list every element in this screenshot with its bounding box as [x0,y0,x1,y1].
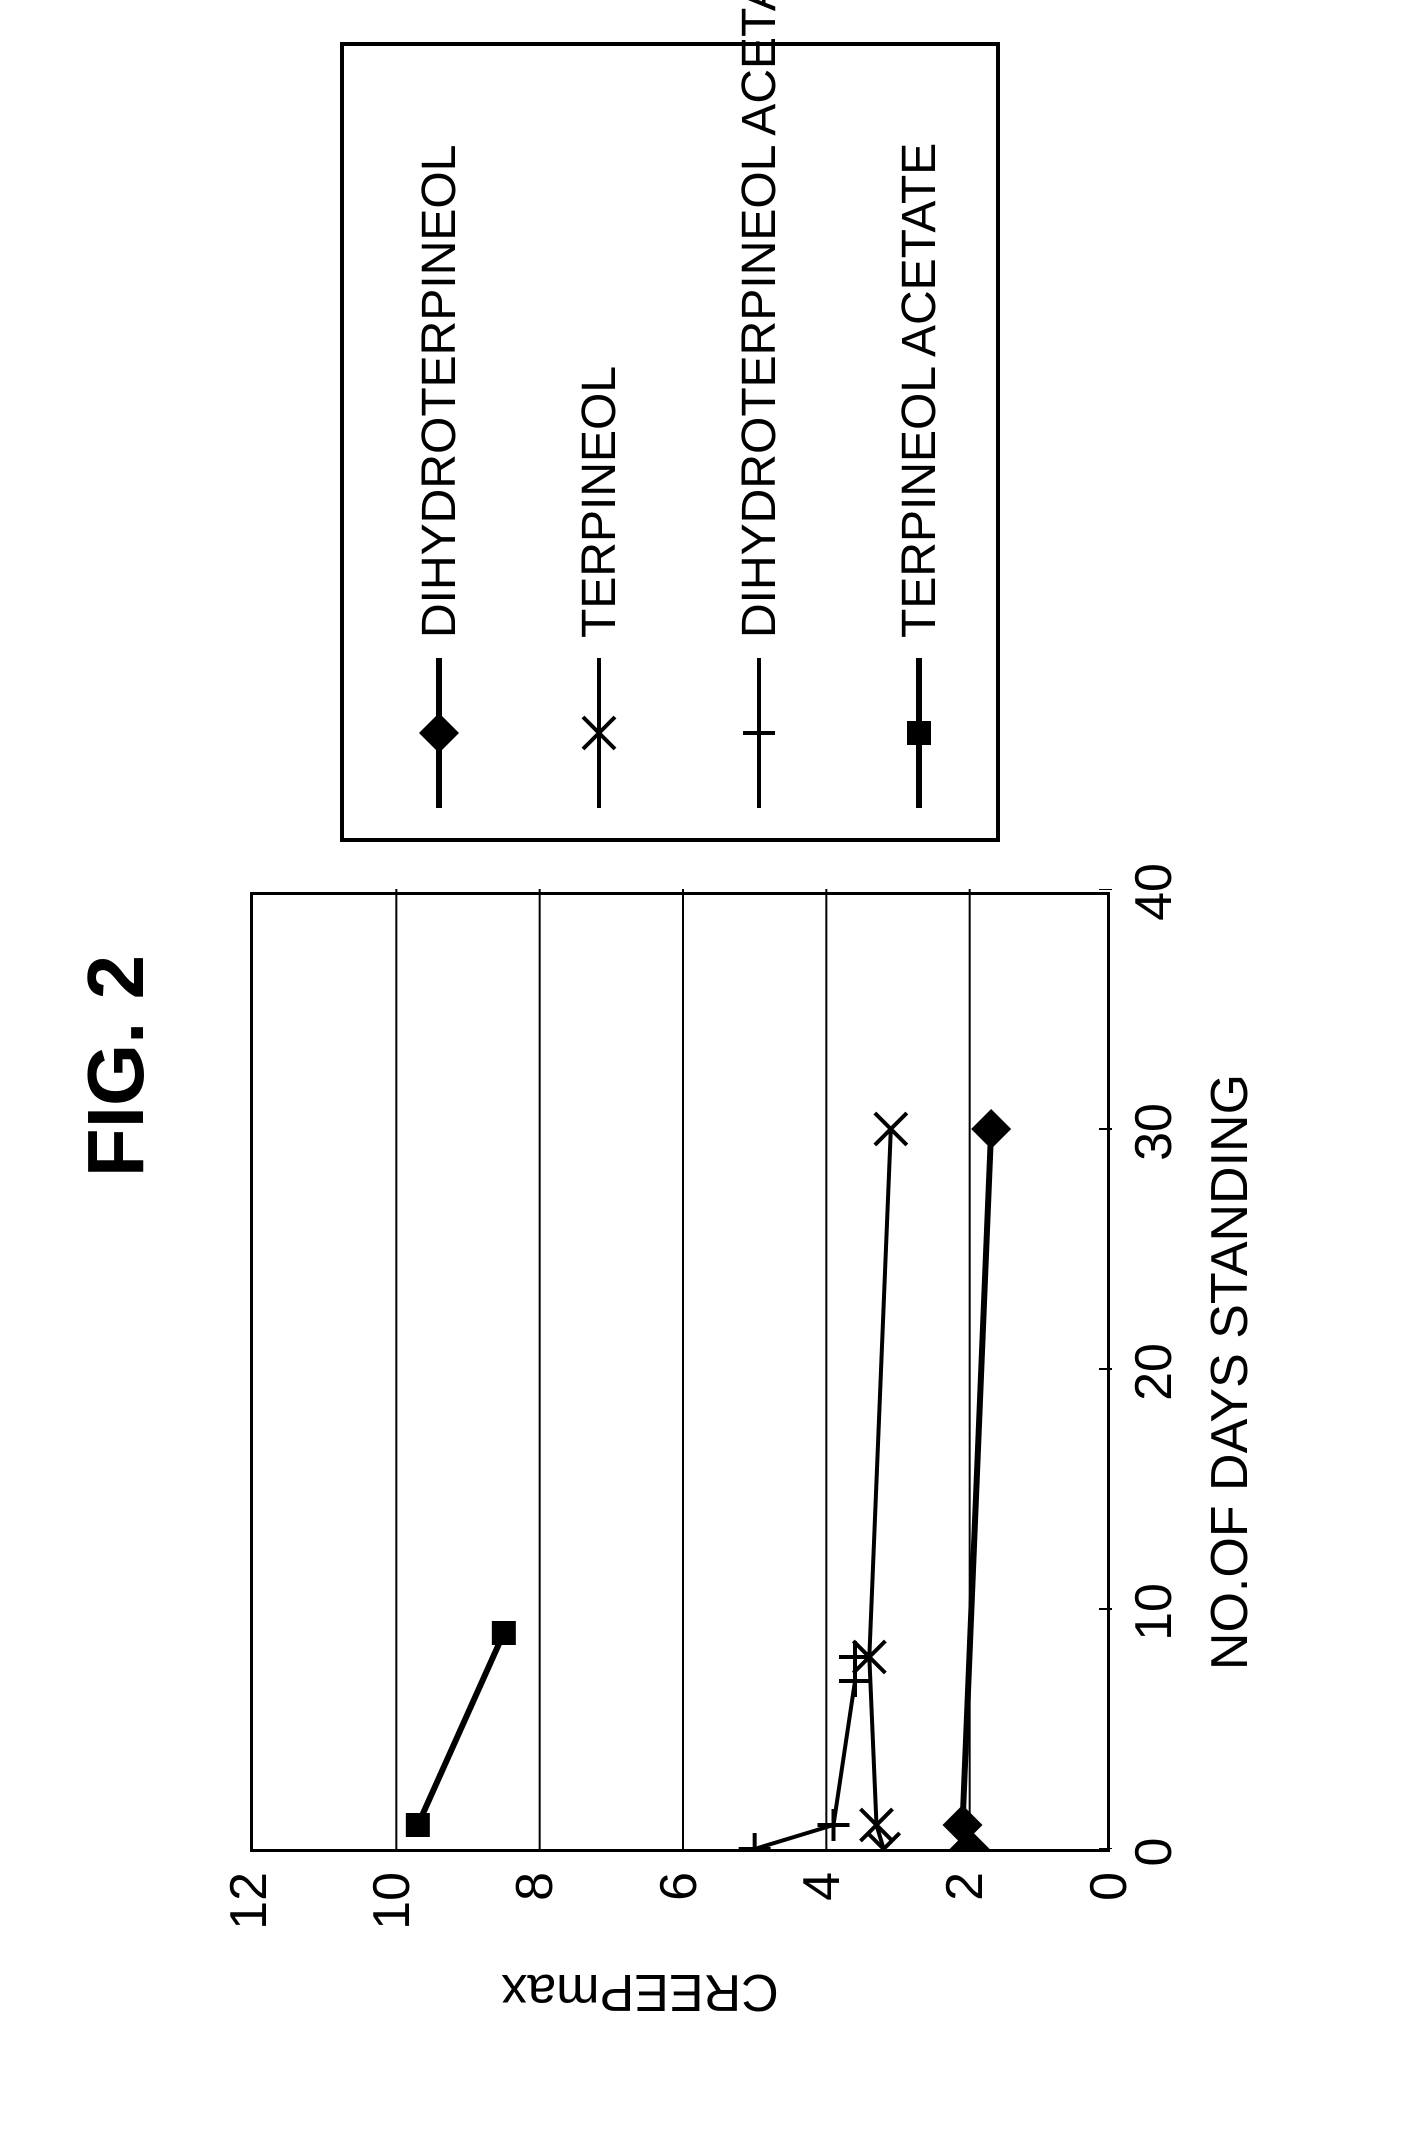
legend-label: DIHYDROTERPINEOL ACETATE [732,0,787,638]
x-tick-label: 0 [1124,1802,1184,1902]
x-tick-label: 30 [1124,1082,1184,1182]
legend-label: TERPINEOL [572,366,627,638]
legend-item: DIHYDROTERPINEOL ACETATE [724,0,794,818]
legend-item: TERPINEOL ACETATE [884,143,954,818]
y-tick-label: 8 [505,1872,565,1962]
figure-title: FIG. 2 [70,0,162,2132]
legend-marker-square-icon [884,638,954,818]
x-tick-label: 20 [1124,1322,1184,1422]
legend: DIHYDROTERPINEOLTERPINEOLDIHYDROTERPINEO… [340,42,1000,842]
plot-area [250,892,1110,1852]
legend-marker-x-icon [564,638,634,818]
y-tick-label: 10 [362,1872,422,1962]
legend-item: DIHYDROTERPINEOL [404,145,474,818]
y-tick-label: 6 [649,1872,709,1962]
x-tick-label: 40 [1124,842,1184,942]
legend-marker-diamond-icon [404,638,474,818]
y-axis-label: CREEPmax [440,1962,840,2022]
x-axis-label: NO.OF DAYS STANDING [1200,892,1260,1852]
figure-surface: FIG. 2 CREEPmax NO.OF DAYS STANDING DIHY… [0,0,1414,2132]
y-tick-label: 4 [792,1872,852,1962]
legend-label: TERPINEOL ACETATE [892,143,947,638]
y-tick-label: 12 [219,1872,279,1962]
legend-label: DIHYDROTERPINEOL [412,145,467,638]
legend-marker-plus-icon [724,638,794,818]
legend-item: TERPINEOL [564,366,634,818]
y-tick-label: 2 [935,1872,995,1962]
x-tick-label: 10 [1124,1562,1184,1662]
plot-svg [253,889,1113,1849]
